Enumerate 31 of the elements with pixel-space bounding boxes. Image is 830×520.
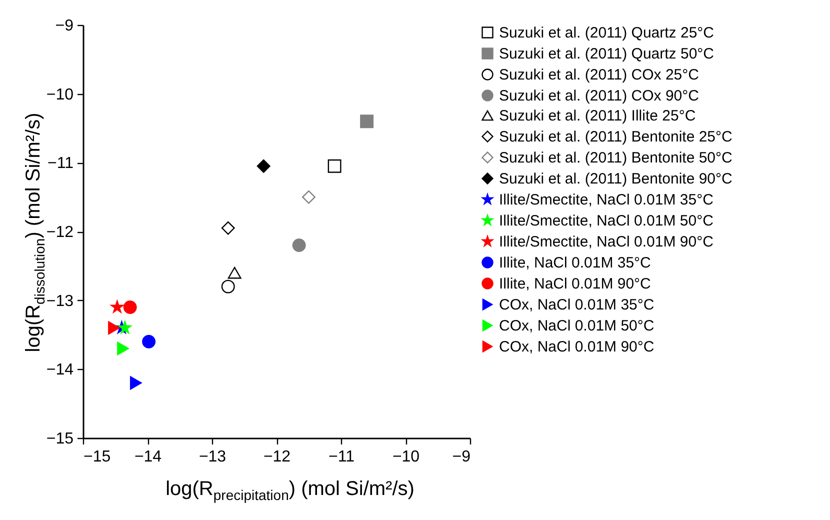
y-tick-label: −15	[46, 430, 74, 448]
x-tick-label: −11	[328, 448, 355, 466]
x-axis-title: log(R$_{precipitation}$) (mol Si/m²/s)	[164, 478, 416, 503]
legend-label: Suzuki et al. (2011) Illite 25°C	[499, 108, 696, 124]
x-tick-label: −14	[134, 448, 162, 466]
legend-label: Illite/Smectite, NaCl 0.01M 35°C	[499, 192, 714, 208]
legend-label: Suzuki et al. (2011) Quartz 25°C	[499, 24, 714, 42]
legend-label: Illite, NaCl 0.01M 90°C	[499, 276, 652, 292]
x-tick-label: −12	[263, 448, 291, 466]
y-tick-label: −13	[46, 292, 74, 310]
legend-label: Suzuki et al. (2011) Bentonite 50°C	[499, 150, 733, 166]
y-tick-label: −9	[55, 18, 74, 34]
legend-label: Suzuki et al. (2011) Quartz 50°C	[499, 46, 714, 62]
y-tick-label: −12	[46, 224, 74, 241]
legend-label: COx, NaCl 0.01M 50°C	[499, 318, 654, 334]
legend-label: COx, NaCl 0.01M 35°C	[499, 296, 654, 314]
x-tick-label: −9	[452, 448, 471, 466]
legend-label: Suzuki et al. (2011) Bentonite 90°C	[499, 170, 733, 188]
legend-label: Illite, NaCl 0.01M 35°C	[499, 254, 652, 272]
y-tick-label: −14	[46, 362, 74, 379]
legend-label: COx, NaCl 0.01M 90°C	[499, 338, 654, 356]
legend-label: Suzuki et al. (2011) COx 90°C	[499, 88, 700, 104]
x-tick-label: −13	[198, 448, 226, 466]
legend-label: Illite/Smectite, NaCl 0.01M 90°C	[499, 234, 714, 250]
x-tick-label: −15	[84, 448, 111, 466]
y-tick-label: −10	[46, 86, 74, 104]
legend-label: Suzuki et al. (2011) Bentonite 25°C	[499, 128, 733, 146]
x-tick-label: −10	[392, 448, 420, 466]
legend-label: Illite/Smectite, NaCl 0.01M 50°C	[499, 212, 714, 230]
legend-label: Suzuki et al. (2011) COx 25°C	[499, 66, 700, 84]
y-tick-label: −11	[48, 155, 74, 172]
